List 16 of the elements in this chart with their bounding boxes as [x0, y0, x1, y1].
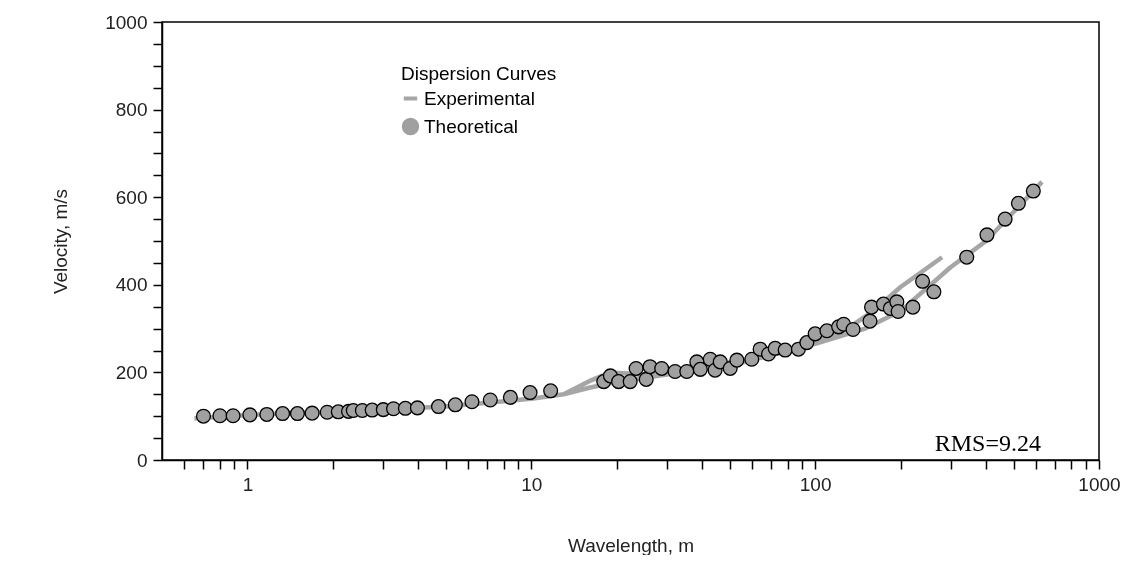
- annotation: RMS=9.24: [934, 430, 1041, 456]
- y-tick-label: 1000: [105, 11, 148, 33]
- y-tick-label: 0: [136, 449, 148, 471]
- y-tick-label: 600: [115, 186, 148, 208]
- legend-title: Dispersion Curves: [401, 63, 557, 84]
- y-axis-title: Velocity, m/s: [50, 188, 72, 295]
- x-tick-label: 10: [521, 473, 543, 495]
- x-tick-label: 1000: [1078, 473, 1121, 495]
- x-tick-label: 100: [799, 473, 832, 495]
- y-tick-label: 200: [115, 361, 148, 383]
- y-tick-label: 400: [115, 274, 148, 296]
- x-tick-label: 1: [242, 473, 254, 495]
- legend-label: Experimental: [424, 87, 535, 109]
- y-tick-label: 800: [115, 99, 148, 121]
- x-axis-title: Wavelength, m: [567, 534, 695, 556]
- legend-label: Theoretical: [424, 115, 518, 137]
